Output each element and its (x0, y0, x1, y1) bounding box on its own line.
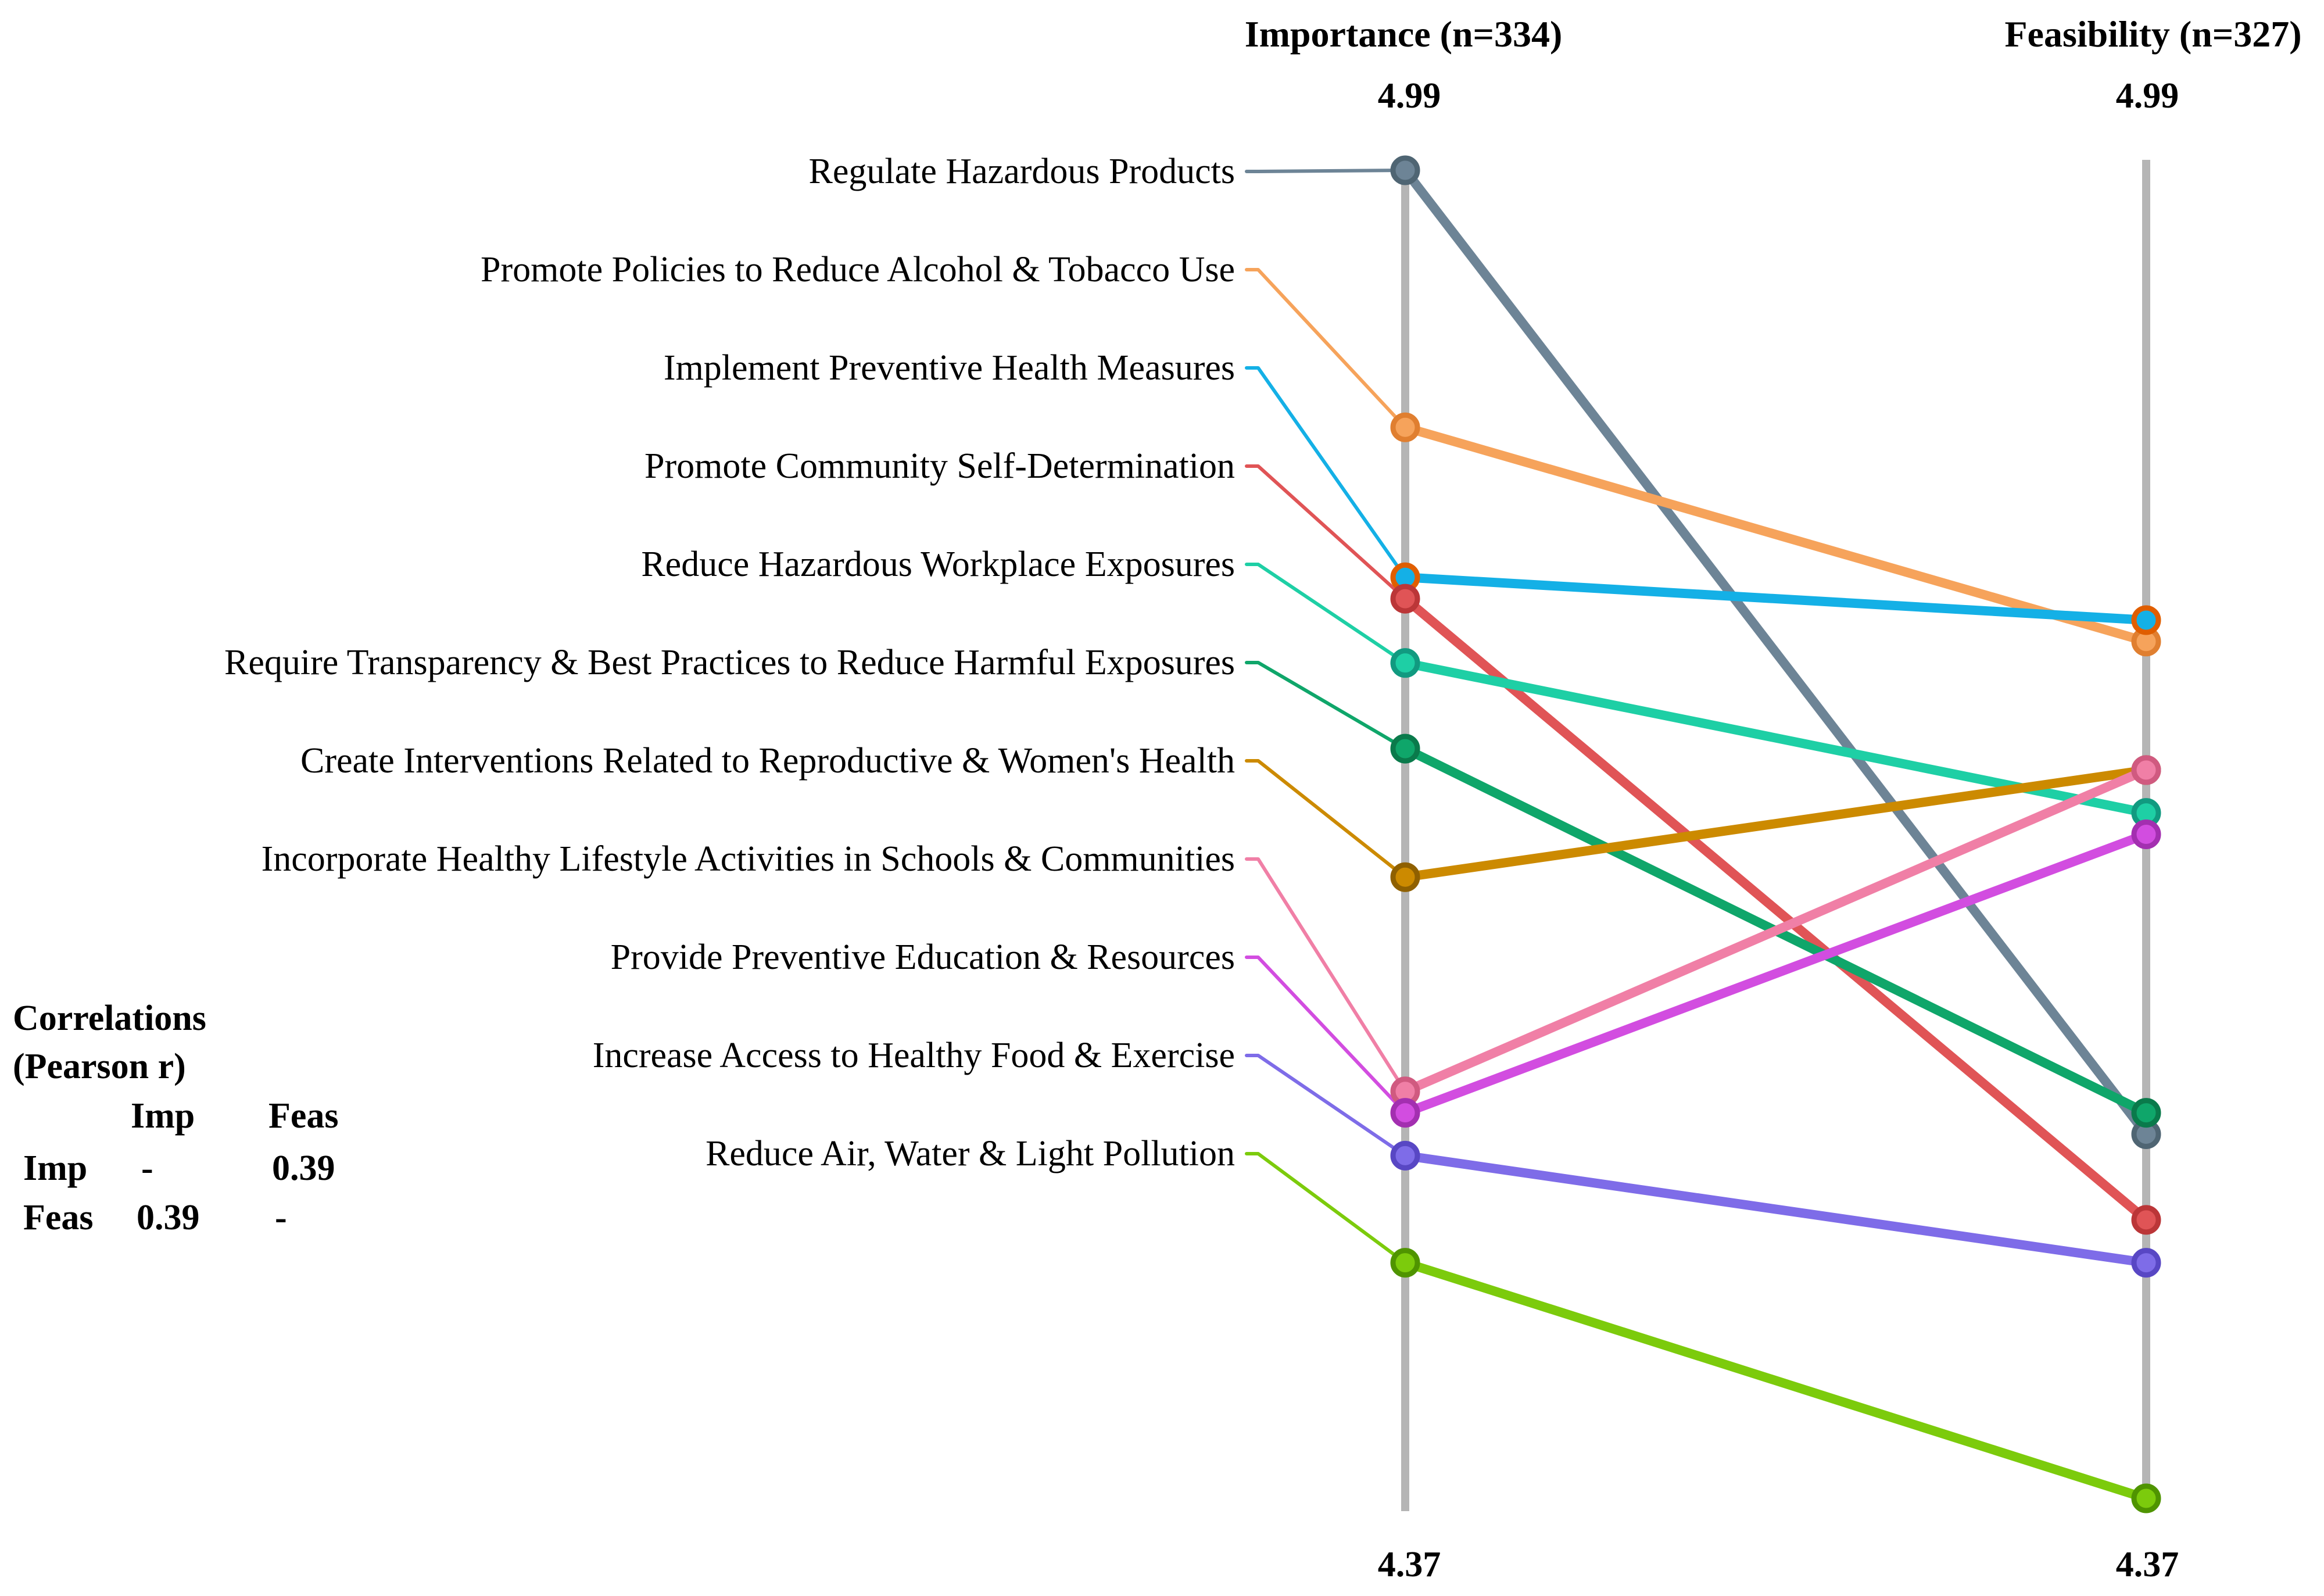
correlations-subtitle: (Pearson r) (13, 1047, 186, 1086)
marker-importance-create-interventions-related-to-reproductive-women-s-health (1390, 862, 1420, 892)
label-connector-reduce-air-water-light-pollution (1245, 1152, 1407, 1265)
label-connectors (1245, 169, 1407, 1265)
corr-col-header-feas: Feas (268, 1096, 339, 1136)
marker-feasibility-incorporate-healthy-lifestyle-activities-in-schools-communities (2131, 755, 2161, 785)
marker-importance-require-transparency-best-practices-to-reduce-harmful-exposures (1390, 733, 1420, 764)
label-connector-require-transparency-best-practices-to-reduce-harmful-exposures (1245, 661, 1407, 751)
corr-row-label-feas: Feas (23, 1198, 94, 1237)
series-markers (1390, 155, 2161, 1513)
corr-row-label-imp: Imp (23, 1148, 87, 1188)
feasibility-max-label: 4.99 (2116, 76, 2179, 116)
label-connector-promote-community-self-determination (1245, 464, 1407, 601)
series-label-regulate-hazardous-products: Regulate Hazardous Products (809, 152, 1235, 191)
label-connector-implement-preventive-health-measures (1245, 366, 1407, 579)
slope-line-increase-access-to-healthy-food-exercise (1401, 1151, 2151, 1268)
label-connector-reduce-hazardous-workplace-exposures (1245, 563, 1407, 665)
slope-line-regulate-hazardous-products (1401, 166, 2151, 1139)
importance-min-label: 4.37 (1378, 1545, 1441, 1584)
slope-line-implement-preventive-health-measures (1401, 572, 2151, 625)
feasibility-min-label: 4.37 (2116, 1545, 2179, 1584)
series-label-implement-preventive-health-measures: Implement Preventive Health Measures (664, 348, 1235, 388)
corr-col-header-imp: Imp (131, 1096, 195, 1136)
series-label-provide-preventive-education-resources: Provide Preventive Education & Resources (611, 937, 1235, 977)
correlations-table: Correlations (Pearson r) Imp Feas Imp - … (13, 999, 339, 1237)
marker-importance-promote-policies-to-reduce-alcohol-tobacco-use (1390, 412, 1420, 442)
slope-line-reduce-air-water-light-pollution (1401, 1258, 2151, 1503)
marker-feasibility-provide-preventive-education-resources (2131, 820, 2161, 849)
corr-cell-imp-imp: - (141, 1148, 153, 1188)
slope-line-promote-community-self-determination (1401, 594, 2151, 1225)
slope-line-provide-preventive-education-resources (1401, 829, 2151, 1118)
series-label-reduce-hazardous-workplace-exposures: Reduce Hazardous Workplace Exposures (641, 545, 1235, 584)
slope-lines (1401, 166, 2151, 1503)
series-label-reduce-air-water-light-pollution: Reduce Air, Water & Light Pollution (706, 1134, 1235, 1173)
correlations-title: Correlations (13, 999, 206, 1038)
marker-feasibility-promote-community-self-determination (2131, 1205, 2161, 1235)
series-label-promote-community-self-determination: Promote Community Self-Determination (644, 446, 1235, 486)
series-label-create-interventions-related-to-reproductive-women-s-health: Create Interventions Related to Reproduc… (300, 741, 1235, 781)
series-label-promote-policies-to-reduce-alcohol-tobacco-use: Promote Policies to Reduce Alcohol & Tob… (481, 250, 1235, 289)
label-connector-increase-access-to-healthy-food-exercise (1245, 1054, 1407, 1158)
slope-line-promote-policies-to-reduce-alcohol-tobacco-use (1401, 423, 2151, 646)
label-connector-incorporate-healthy-lifestyle-activities-in-schools-communities (1245, 857, 1407, 1093)
slope-line-create-interventions-related-to-reproductive-women-s-health (1401, 765, 2151, 882)
corr-cell-feas-feas: - (275, 1198, 287, 1237)
axis-title-feasibility: Feasibility (n=327) (2004, 13, 2301, 55)
marker-feasibility-reduce-air-water-light-pollution (2131, 1483, 2161, 1513)
marker-importance-promote-community-self-determination (1390, 584, 1420, 614)
series-label-increase-access-to-healthy-food-exercise: Increase Access to Healthy Food & Exerci… (593, 1036, 1235, 1075)
marker-importance-regulate-hazardous-products (1390, 155, 1420, 185)
slope-line-incorporate-healthy-lifestyle-activities-in-schools-communities (1401, 765, 2151, 1096)
corr-cell-imp-feas: 0.39 (272, 1148, 335, 1188)
marker-importance-increase-access-to-healthy-food-exercise (1390, 1140, 1420, 1171)
marker-importance-reduce-air-water-light-pollution (1390, 1248, 1420, 1278)
marker-feasibility-implement-preventive-health-measures (2131, 605, 2161, 635)
marker-feasibility-increase-access-to-healthy-food-exercise (2131, 1248, 2161, 1278)
label-connector-promote-policies-to-reduce-alcohol-tobacco-use (1245, 268, 1407, 430)
label-connector-create-interventions-related-to-reproductive-women-s-health (1245, 759, 1407, 879)
marker-importance-reduce-hazardous-workplace-exposures (1390, 648, 1420, 678)
importance-max-label: 4.99 (1378, 76, 1441, 116)
axis-title-importance: Importance (n=334) (1245, 13, 1563, 55)
series-labels: Regulate Hazardous Products Promote Polic… (224, 152, 1235, 1173)
series-label-require-transparency-best-practices-to-reduce-harmful-exposures: Require Transparency & Best Practices to… (224, 643, 1235, 682)
corr-cell-feas-imp: 0.39 (137, 1198, 200, 1237)
marker-feasibility-require-transparency-best-practices-to-reduce-harmful-exposures (2131, 1098, 2161, 1128)
series-label-incorporate-healthy-lifestyle-activities-in-schools-communities: Incorporate Healthy Lifestyle Activities… (262, 839, 1235, 879)
marker-importance-provide-preventive-education-resources (1390, 1098, 1420, 1128)
label-connector-regulate-hazardous-products (1245, 169, 1407, 173)
label-connector-provide-preventive-education-resources (1245, 956, 1407, 1115)
